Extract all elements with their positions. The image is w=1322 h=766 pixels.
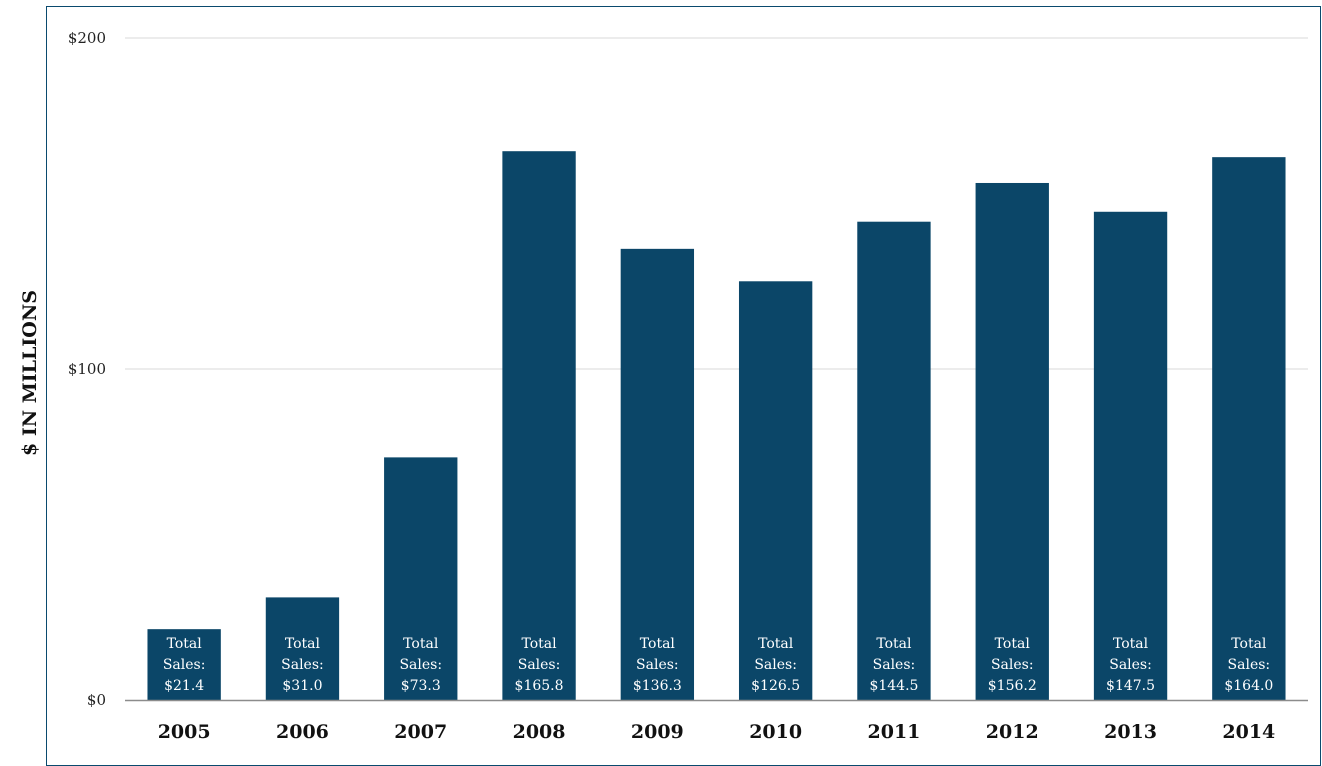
bar-data-label-line: Total: [521, 636, 557, 652]
bar-data-label: Total Sales: $136.3: [633, 636, 682, 694]
bar-data-label-line: Total: [285, 636, 321, 652]
bar-data-label-line: Sales:: [163, 657, 206, 673]
bar-data-label-line: Total: [758, 636, 794, 652]
bar-data-label-line: $73.3: [401, 678, 441, 694]
bar-data-label-line: Sales:: [399, 657, 442, 673]
bar-data-label-line: $165.8: [515, 678, 564, 694]
bar-data-label-line: $126.5: [751, 678, 800, 694]
bar-2005: [147, 629, 221, 700]
bar-data-labels: Total Sales: $21.4 Total Sales: $31.0 Total Sal…: [163, 636, 1274, 694]
bar-data-label-line: $21.4: [164, 678, 204, 694]
bar-data-label-line: Total: [876, 636, 912, 652]
x-tick-label: 2010: [749, 721, 802, 743]
bar-2012: [975, 182, 1049, 700]
bar-data-label-line: Total: [1113, 636, 1149, 652]
bar-data-label: Total Sales: $164.0: [1224, 636, 1273, 694]
bar-data-label: Total Sales: $147.5: [1106, 636, 1155, 694]
bar-data-label-line: $164.0: [1224, 678, 1273, 694]
bar-data-label-line: Sales:: [518, 657, 561, 673]
bar-data-label: Total Sales: $126.5: [751, 636, 800, 694]
bar-data-label-line: Total: [995, 636, 1031, 652]
bar-data-label-line: Total: [167, 636, 203, 652]
bar-2007: [384, 457, 458, 700]
bar-data-label: Total Sales: $144.5: [869, 636, 918, 694]
bar-data-label-line: Sales:: [873, 657, 916, 673]
bar-2006: [265, 597, 340, 700]
bar-2008: [502, 151, 576, 700]
bar-data-label-line: Sales:: [1109, 657, 1152, 673]
bar-data-label-line: Total: [640, 636, 676, 652]
x-tick-label: 2012: [986, 721, 1039, 743]
bar-data-label: Total Sales: $165.8: [515, 636, 564, 694]
bar-data-label-line: Sales:: [754, 657, 797, 673]
y-tick-label: $200: [68, 29, 106, 47]
x-tick-label: 2014: [1222, 721, 1275, 743]
bar-data-label-line: $31.0: [282, 678, 322, 694]
x-tick-label: 2008: [513, 721, 566, 743]
x-tick-label: 2013: [1104, 721, 1157, 743]
bar-2014: [1212, 157, 1286, 700]
bar-data-label-line: Total: [1231, 636, 1267, 652]
y-tick-label: $0: [87, 691, 106, 709]
x-tick-label: 2006: [276, 721, 329, 743]
bar-data-label-line: $147.5: [1106, 678, 1155, 694]
x-tick-label: 2005: [158, 721, 211, 743]
x-axis-ticks: 2005 2006 2007 2008 2009 2010 2011 2012 2013 2014: [158, 721, 1276, 743]
bar-2013: [1093, 211, 1168, 700]
bar-data-label-line: Total: [403, 636, 439, 652]
bar-data-label-line: Sales:: [1228, 657, 1271, 673]
bar-data-label-line: Sales:: [636, 657, 679, 673]
bar-data-label-line: $136.3: [633, 678, 682, 694]
x-tick-label: 2009: [631, 721, 684, 743]
bar-2011: [857, 221, 931, 700]
x-tick-label: 2007: [394, 721, 447, 743]
bar-data-label: Total Sales: $31.0: [281, 636, 324, 694]
bar-data-label: Total Sales: $21.4: [163, 636, 206, 694]
bar-data-label: Total Sales: $156.2: [988, 636, 1037, 694]
bars: [147, 151, 1286, 701]
y-axis-label: $ IN MILLIONS: [19, 290, 41, 456]
bar-2009: [620, 248, 695, 701]
bar-data-label: Total Sales: $73.3: [399, 636, 442, 694]
y-axis-ticks: $0 $100 $200: [68, 29, 106, 709]
y-tick-label: $100: [68, 360, 106, 378]
bar-data-label-line: $144.5: [869, 678, 918, 694]
x-tick-label: 2011: [868, 721, 921, 743]
bar-data-label-line: $156.2: [988, 678, 1037, 694]
bar-2010: [738, 281, 813, 700]
bar-data-label-line: Sales:: [281, 657, 324, 673]
bar-data-label-line: Sales:: [991, 657, 1034, 673]
